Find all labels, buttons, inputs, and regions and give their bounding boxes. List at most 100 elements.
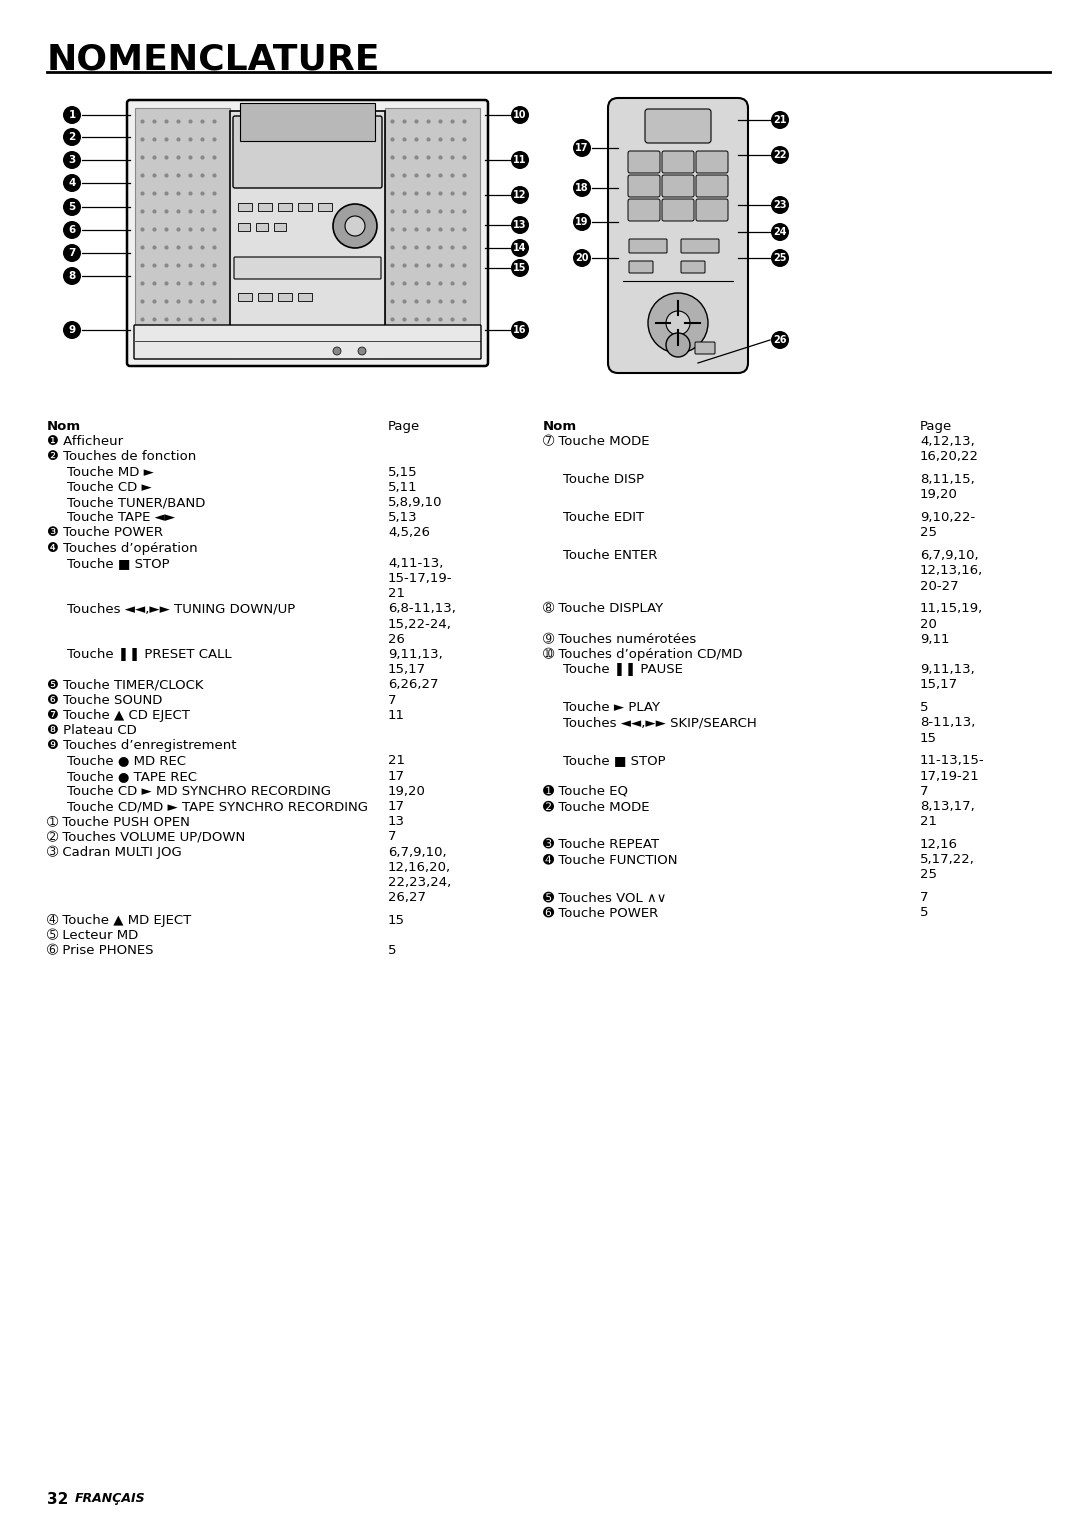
FancyBboxPatch shape: [258, 203, 272, 212]
Text: 13: 13: [388, 815, 405, 829]
Circle shape: [573, 213, 591, 231]
Text: 5: 5: [388, 944, 396, 958]
FancyBboxPatch shape: [696, 343, 715, 353]
Text: ❽ Plateau CD: ❽ Plateau CD: [48, 723, 137, 737]
Text: ➋ Touche MODE: ➋ Touche MODE: [543, 800, 649, 813]
Circle shape: [771, 146, 789, 164]
Text: 19,20: 19,20: [388, 784, 426, 798]
Text: 1: 1: [68, 110, 76, 120]
FancyBboxPatch shape: [127, 101, 488, 366]
Text: ➌ Touche REPEAT: ➌ Touche REPEAT: [543, 838, 659, 851]
Text: 6,7,9,10,: 6,7,9,10,: [388, 845, 447, 859]
Text: ➄ Lecteur MD: ➄ Lecteur MD: [48, 929, 138, 943]
Text: 21: 21: [773, 116, 786, 125]
Text: 15: 15: [388, 914, 405, 928]
Text: 21: 21: [920, 815, 937, 829]
FancyBboxPatch shape: [230, 111, 384, 355]
Text: 14: 14: [513, 244, 527, 253]
Text: 6,8-11,13,: 6,8-11,13,: [388, 603, 456, 615]
Text: Touche DISP: Touche DISP: [563, 474, 644, 486]
Text: 24: 24: [773, 227, 786, 238]
FancyBboxPatch shape: [681, 260, 705, 273]
Text: Touche ● TAPE REC: Touche ● TAPE REC: [67, 769, 197, 783]
Text: 11,15,19,: 11,15,19,: [920, 603, 983, 615]
Text: 5,15: 5,15: [388, 466, 418, 478]
Text: 15,17: 15,17: [920, 678, 958, 691]
Text: ➍ Touche FUNCTION: ➍ Touche FUNCTION: [543, 853, 677, 867]
Circle shape: [63, 198, 81, 216]
Circle shape: [345, 216, 365, 236]
Circle shape: [511, 186, 529, 204]
Text: Touche CD/MD ► TAPE SYNCHRO RECORDING: Touche CD/MD ► TAPE SYNCHRO RECORDING: [67, 800, 368, 813]
Text: 15,17: 15,17: [388, 663, 427, 676]
Circle shape: [63, 128, 81, 146]
Text: 19: 19: [576, 216, 589, 227]
Circle shape: [511, 259, 529, 277]
Text: 8,13,17,: 8,13,17,: [920, 800, 975, 813]
Circle shape: [648, 292, 708, 353]
Text: 15: 15: [513, 263, 527, 273]
Circle shape: [63, 221, 81, 239]
Text: Touche ENTER: Touche ENTER: [563, 550, 658, 562]
Text: ➈ Touches numérotées: ➈ Touches numérotées: [543, 632, 697, 646]
Text: 11-13,15-: 11-13,15-: [920, 754, 985, 768]
FancyBboxPatch shape: [258, 292, 272, 302]
Circle shape: [511, 216, 529, 235]
FancyBboxPatch shape: [662, 151, 694, 174]
Text: 16,20,22: 16,20,22: [920, 451, 978, 463]
Text: 20: 20: [576, 253, 589, 263]
Circle shape: [573, 139, 591, 157]
Text: 15,22-24,: 15,22-24,: [388, 618, 451, 631]
Circle shape: [771, 248, 789, 267]
Text: 32: 32: [48, 1493, 68, 1506]
Text: Touche ■ STOP: Touche ■ STOP: [563, 754, 665, 768]
FancyBboxPatch shape: [238, 203, 252, 212]
FancyBboxPatch shape: [629, 260, 653, 273]
Text: Touche TUNER/BAND: Touche TUNER/BAND: [67, 496, 205, 509]
FancyBboxPatch shape: [629, 239, 667, 253]
Text: ❶ Afficheur: ❶ Afficheur: [48, 436, 123, 448]
Text: 4,11-13,: 4,11-13,: [388, 557, 444, 570]
Text: 2: 2: [68, 133, 76, 142]
FancyBboxPatch shape: [696, 200, 728, 221]
Text: ➃ Touche ▲ MD EJECT: ➃ Touche ▲ MD EJECT: [48, 914, 191, 928]
Text: ❷ Touches de fonction: ❷ Touches de fonction: [48, 451, 197, 463]
Text: 17: 17: [388, 769, 405, 783]
Text: Touche ● MD REC: Touche ● MD REC: [67, 754, 186, 768]
Text: 4,5,26: 4,5,26: [388, 527, 430, 539]
Text: 8,11,15,: 8,11,15,: [920, 474, 975, 486]
Text: 25: 25: [773, 253, 786, 263]
Text: 13: 13: [513, 219, 527, 230]
Text: 20: 20: [920, 618, 936, 631]
Text: ➇ Touche DISPLAY: ➇ Touche DISPLAY: [543, 603, 663, 615]
Text: 7: 7: [68, 248, 76, 257]
Text: 26,27: 26,27: [388, 891, 426, 905]
Text: 9,10,22-: 9,10,22-: [920, 512, 975, 524]
Text: 18: 18: [576, 183, 589, 193]
Text: Touches ◄◄,►► SKIP/SEARCH: Touches ◄◄,►► SKIP/SEARCH: [563, 716, 757, 730]
Text: Nom: Nom: [48, 420, 81, 433]
Text: Nom: Nom: [543, 420, 577, 433]
FancyBboxPatch shape: [645, 110, 711, 143]
Text: 6: 6: [68, 225, 76, 235]
Circle shape: [771, 330, 789, 349]
FancyBboxPatch shape: [234, 257, 381, 279]
Text: 5,8,9,10: 5,8,9,10: [388, 496, 443, 509]
Text: 15: 15: [920, 731, 937, 745]
FancyBboxPatch shape: [318, 203, 332, 212]
Text: 4,12,13,: 4,12,13,: [920, 436, 975, 448]
FancyBboxPatch shape: [627, 151, 660, 174]
Text: 12,16: 12,16: [920, 838, 958, 851]
Text: Touche TAPE ◄►: Touche TAPE ◄►: [67, 512, 175, 524]
Text: Touche EDIT: Touche EDIT: [563, 512, 644, 524]
FancyBboxPatch shape: [662, 175, 694, 196]
FancyBboxPatch shape: [238, 222, 249, 231]
Text: Page: Page: [920, 420, 953, 433]
Text: Touche ❚❚ PRESET CALL: Touche ❚❚ PRESET CALL: [67, 647, 231, 661]
Text: ❺ Touche TIMER/CLOCK: ❺ Touche TIMER/CLOCK: [48, 678, 203, 691]
FancyBboxPatch shape: [256, 222, 268, 231]
Text: 23: 23: [773, 200, 786, 210]
Text: 12,16,20,: 12,16,20,: [388, 860, 451, 874]
FancyBboxPatch shape: [240, 104, 375, 142]
Text: 7: 7: [388, 830, 396, 844]
